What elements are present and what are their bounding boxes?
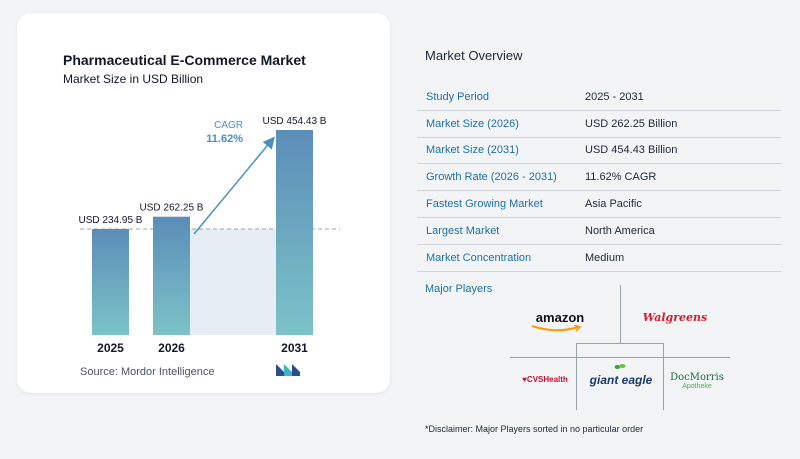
reference-area — [190, 229, 276, 335]
overview-label: Study Period — [426, 90, 489, 103]
overview-table: Study Period 2025 - 2031 Market Size (20… — [417, 84, 781, 272]
mordor-logo-icon — [276, 364, 300, 376]
heart-icon: ♥ — [522, 374, 527, 384]
walgreens-logo: Walgreens — [642, 310, 708, 324]
overview-value: Medium — [585, 251, 625, 264]
overview-row: Largest Market North America — [417, 218, 781, 245]
apotheke-label: Apotheke — [682, 382, 712, 390]
divider — [576, 343, 577, 410]
overview-title: Market Overview — [425, 48, 523, 63]
divider — [663, 343, 664, 410]
players-grid: amazon Walgreens ♥ CVSHealth giant eagle… — [510, 285, 730, 410]
overview-label: Market Size (2031) — [426, 144, 519, 157]
cvs-health-label: CVSHealth — [526, 374, 568, 384]
bar — [153, 216, 190, 335]
giant-eagle-logo: giant eagle — [589, 373, 653, 387]
overview-label: Market Concentration — [426, 251, 532, 264]
divider — [620, 285, 621, 343]
overview-value: USD 454.43 Billion — [585, 144, 678, 157]
overview-row: Market Concentration Medium — [417, 245, 781, 272]
cagr-label: CAGR — [214, 120, 243, 131]
chart-subtitle: Market Size in USD Billion — [63, 72, 204, 86]
disclaimer: *Disclaimer: Major Players sorted in no … — [425, 424, 644, 434]
source-note: Source: Mordor Intelligence — [80, 366, 215, 378]
amazon-logo: amazon — [535, 309, 585, 325]
overview-value: 2025 - 2031 — [585, 90, 644, 103]
overview-label: Market Size (2026) — [426, 117, 519, 130]
bar-chart: USD 234.95 B 2025 USD 262.25 B 2026 USD 454.… — [79, 116, 340, 355]
bar — [276, 130, 313, 335]
overview-value: 11.62% CAGR — [585, 171, 657, 184]
bar-value-label: USD 454.43 B — [263, 116, 327, 127]
bar-value-label: USD 262.25 B — [140, 203, 204, 214]
divider — [576, 343, 664, 344]
amazon-smile-icon — [531, 325, 582, 332]
overview-value: North America — [585, 224, 655, 237]
overview-value: USD 262.25 Billion — [585, 117, 678, 130]
overview-label: Largest Market — [426, 224, 500, 237]
overview-label: Growth Rate (2026 - 2031) — [426, 171, 557, 184]
overview-row: Fastest Growing Market Asia Pacific — [417, 191, 781, 218]
x-tick-label: 2025 — [97, 341, 124, 355]
chart-title: Pharmaceutical E-Commerce Market — [63, 52, 306, 68]
bar-value-label: USD 234.95 B — [79, 215, 143, 226]
overview-row: Growth Rate (2026 - 2031) 11.62% CAGR — [417, 164, 781, 192]
bar — [92, 229, 129, 335]
divider — [510, 357, 730, 358]
docmorris-label: DocMorris — [670, 371, 724, 383]
overview-row: Study Period 2025 - 2031 — [417, 84, 781, 111]
cvs-health-logo: ♥ CVSHealth — [520, 371, 570, 387]
players-title: Major Players — [425, 283, 493, 295]
x-tick-label: 2026 — [158, 341, 185, 355]
overview-value: Asia Pacific — [585, 198, 642, 211]
x-tick-label: 2031 — [281, 341, 308, 355]
overview-label: Fastest Growing Market — [426, 198, 543, 211]
overview-row: Market Size (2026) USD 262.25 Billion — [417, 111, 781, 138]
giant-eagle-leaf-icon — [614, 364, 626, 369]
cagr-arrow — [193, 136, 275, 235]
cagr-value: 11.62% — [206, 133, 243, 145]
overview-row: Market Size (2031) USD 454.43 Billion — [417, 138, 781, 165]
docmorris-logo: DocMorris Apotheke — [663, 368, 731, 394]
